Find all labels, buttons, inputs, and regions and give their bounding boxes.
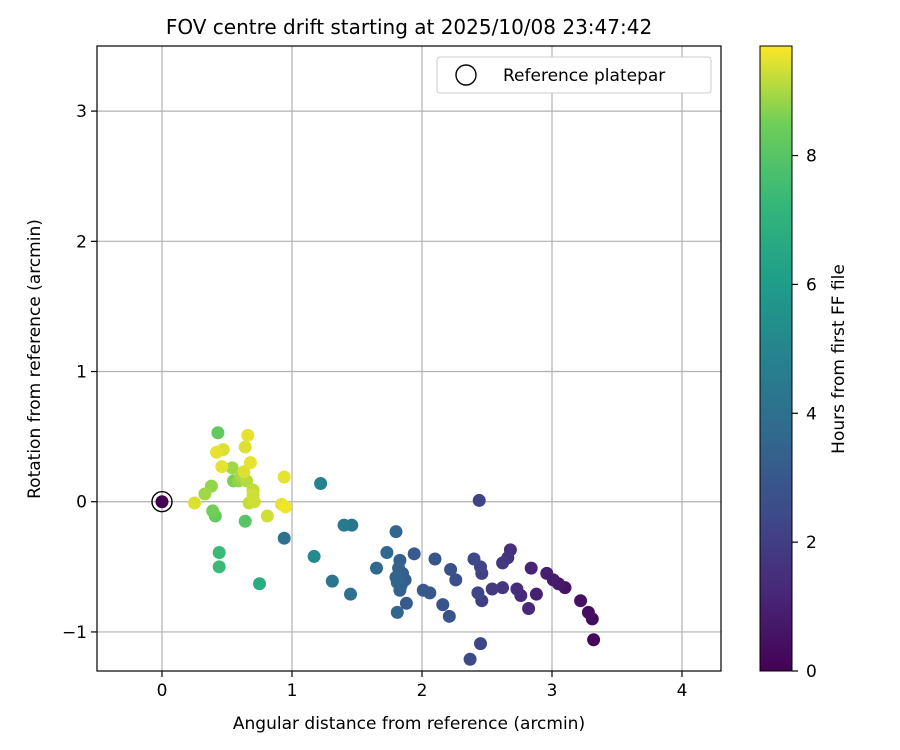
x-tick-label: 0 bbox=[157, 681, 168, 701]
plot-frame bbox=[96, 45, 722, 672]
data-point bbox=[277, 531, 291, 545]
y-tick-label: 1 bbox=[76, 363, 87, 383]
colorbar-tick-label: 0 bbox=[806, 662, 817, 682]
data-point bbox=[524, 561, 538, 575]
data-point bbox=[198, 487, 212, 501]
data-point bbox=[344, 587, 357, 601]
legend-label: Reference platepar bbox=[503, 66, 665, 86]
x-axis-ticks: 0 1 2 3 4 bbox=[157, 671, 688, 701]
colorbar: 0 2 4 6 8 Hours from first FF file bbox=[759, 45, 849, 682]
data-point bbox=[467, 552, 481, 566]
data-point bbox=[587, 633, 601, 647]
reference-point bbox=[155, 495, 169, 509]
y-tick-label: 2 bbox=[76, 232, 87, 252]
data-point bbox=[307, 549, 321, 563]
legend-box bbox=[436, 56, 712, 94]
colorbar-gradient bbox=[759, 45, 793, 672]
x-tick-label: 1 bbox=[287, 681, 298, 701]
data-point bbox=[485, 582, 499, 596]
data-point bbox=[529, 587, 543, 601]
data-point bbox=[496, 581, 510, 595]
legend: Reference platepar bbox=[436, 56, 712, 94]
reference-ring bbox=[151, 491, 173, 513]
x-tick-label: 3 bbox=[547, 681, 558, 701]
data-point bbox=[496, 556, 510, 570]
data-point bbox=[510, 582, 524, 596]
data-point bbox=[225, 461, 239, 475]
data-point bbox=[246, 488, 260, 502]
data-point bbox=[238, 440, 252, 454]
data-point bbox=[253, 577, 266, 591]
colorbar-tick-label: 8 bbox=[806, 147, 817, 167]
x-axis-label: Angular distance from reference (arcmin) bbox=[233, 714, 585, 734]
data-point bbox=[211, 426, 225, 440]
data-point bbox=[237, 465, 251, 479]
data-point bbox=[206, 504, 220, 518]
data-point bbox=[243, 456, 257, 470]
data-point bbox=[279, 500, 292, 514]
data-point bbox=[428, 552, 442, 566]
legend-marker-icon bbox=[455, 64, 477, 86]
data-point bbox=[370, 561, 383, 575]
data-point bbox=[522, 602, 536, 615]
data-point bbox=[471, 586, 485, 600]
data-point bbox=[260, 509, 274, 523]
colorbar-label: Hours from first FF file bbox=[829, 264, 849, 454]
data-point bbox=[390, 605, 404, 619]
data-point bbox=[389, 570, 403, 584]
data-points bbox=[188, 426, 601, 666]
y-axis-label: Rotation from reference (arcmin) bbox=[25, 219, 45, 499]
colorbar-tick-label: 2 bbox=[806, 533, 817, 553]
data-point bbox=[314, 477, 328, 490]
data-point bbox=[442, 609, 456, 623]
y-tick-label: 0 bbox=[76, 493, 87, 513]
data-point bbox=[581, 605, 595, 619]
data-point bbox=[380, 546, 394, 560]
colorbar-tick-label: 4 bbox=[806, 404, 817, 424]
y-tick-label: 3 bbox=[76, 102, 87, 122]
data-point bbox=[238, 514, 252, 528]
colorbar-tick-label: 6 bbox=[806, 275, 817, 295]
data-point bbox=[444, 562, 458, 576]
data-point bbox=[337, 518, 351, 532]
data-point bbox=[188, 496, 201, 510]
data-point bbox=[407, 547, 421, 561]
y-axis-ticks: −1 0 1 2 3 bbox=[62, 102, 97, 643]
data-point bbox=[325, 574, 339, 588]
data-point bbox=[449, 573, 463, 587]
chart-title: FOV centre drift starting at 2025/10/08 … bbox=[166, 15, 652, 39]
data-point bbox=[210, 445, 224, 459]
grid-lines bbox=[97, 46, 721, 671]
data-point bbox=[416, 583, 430, 597]
data-point bbox=[474, 637, 487, 651]
data-point bbox=[540, 566, 554, 580]
data-point bbox=[399, 596, 413, 610]
data-point bbox=[212, 560, 226, 574]
y-tick-label: −1 bbox=[62, 623, 87, 643]
data-point bbox=[241, 428, 255, 442]
data-point bbox=[436, 598, 450, 612]
data-point bbox=[472, 493, 486, 507]
data-point bbox=[277, 470, 291, 484]
data-point bbox=[574, 594, 588, 608]
data-point bbox=[389, 525, 403, 539]
data-point bbox=[215, 460, 229, 474]
data-point bbox=[463, 652, 477, 666]
reference-marker-group bbox=[151, 491, 173, 513]
colorbar-ticks: 0 2 4 6 8 bbox=[792, 147, 817, 682]
x-tick-label: 4 bbox=[677, 681, 688, 701]
x-tick-label: 2 bbox=[417, 681, 428, 701]
data-point bbox=[212, 546, 226, 560]
